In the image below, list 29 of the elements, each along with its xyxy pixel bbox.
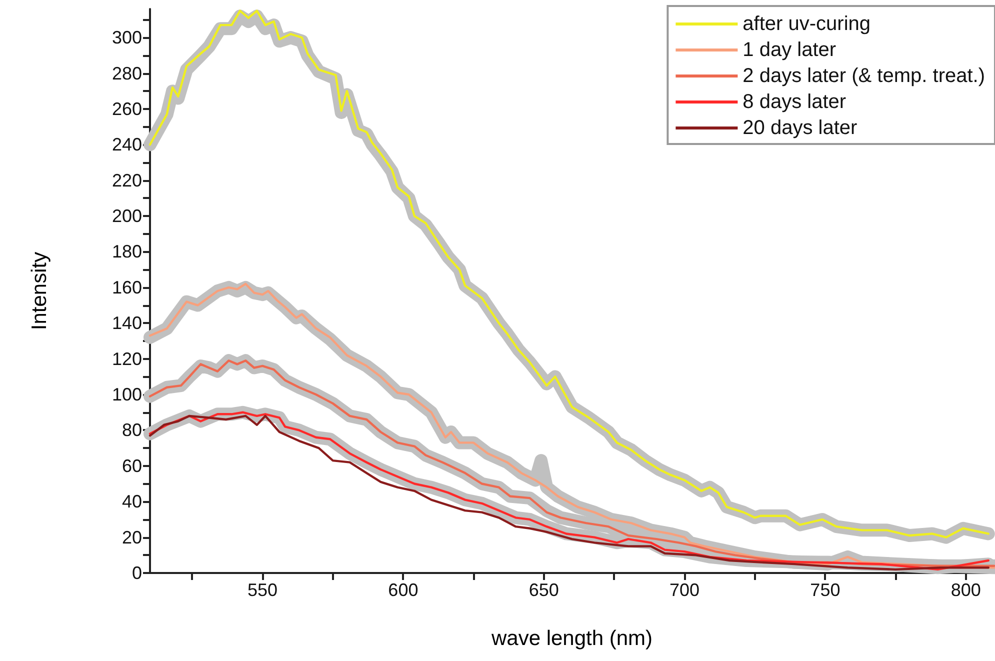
x-tick-label: 800 bbox=[950, 580, 981, 600]
y-tick-label: 240 bbox=[112, 134, 142, 155]
y-tick-label: 120 bbox=[112, 348, 142, 369]
y-tick-label: 100 bbox=[112, 384, 142, 405]
legend-label: 20 days later bbox=[742, 117, 858, 139]
legend-label: after uv-curing bbox=[742, 13, 871, 35]
x-tick-label: 700 bbox=[670, 580, 700, 600]
x-tick-label: 650 bbox=[528, 580, 559, 600]
x-tick-label: 550 bbox=[248, 580, 278, 600]
x-tick-label: 600 bbox=[388, 580, 418, 600]
legend-label: 2 days later (& temp. treat.) bbox=[742, 65, 986, 87]
y-tick-label: 280 bbox=[112, 63, 142, 84]
y-tick-label: 60 bbox=[122, 456, 142, 476]
y-tick-label: 260 bbox=[112, 98, 142, 119]
y-tick-label: 160 bbox=[112, 277, 142, 298]
x-axis-title: wave length (nm) bbox=[490, 627, 653, 650]
y-axis-title: Intensity bbox=[28, 251, 51, 330]
legend-label: 1 day later bbox=[742, 39, 836, 61]
y-tick-label: 20 bbox=[122, 527, 142, 548]
y-tick-label: 140 bbox=[112, 313, 142, 334]
y-tick-label: 0 bbox=[132, 563, 142, 583]
y-tick-label: 300 bbox=[112, 28, 142, 48]
y-tick-label: 200 bbox=[112, 206, 142, 226]
y-tick-label: 80 bbox=[122, 420, 142, 440]
x-tick-label: 750 bbox=[810, 580, 840, 600]
legend-label: 8 days later bbox=[742, 91, 846, 113]
y-tick-label: 40 bbox=[122, 492, 142, 512]
y-tick-label: 180 bbox=[112, 242, 142, 262]
y-tick-label: 220 bbox=[112, 170, 142, 190]
